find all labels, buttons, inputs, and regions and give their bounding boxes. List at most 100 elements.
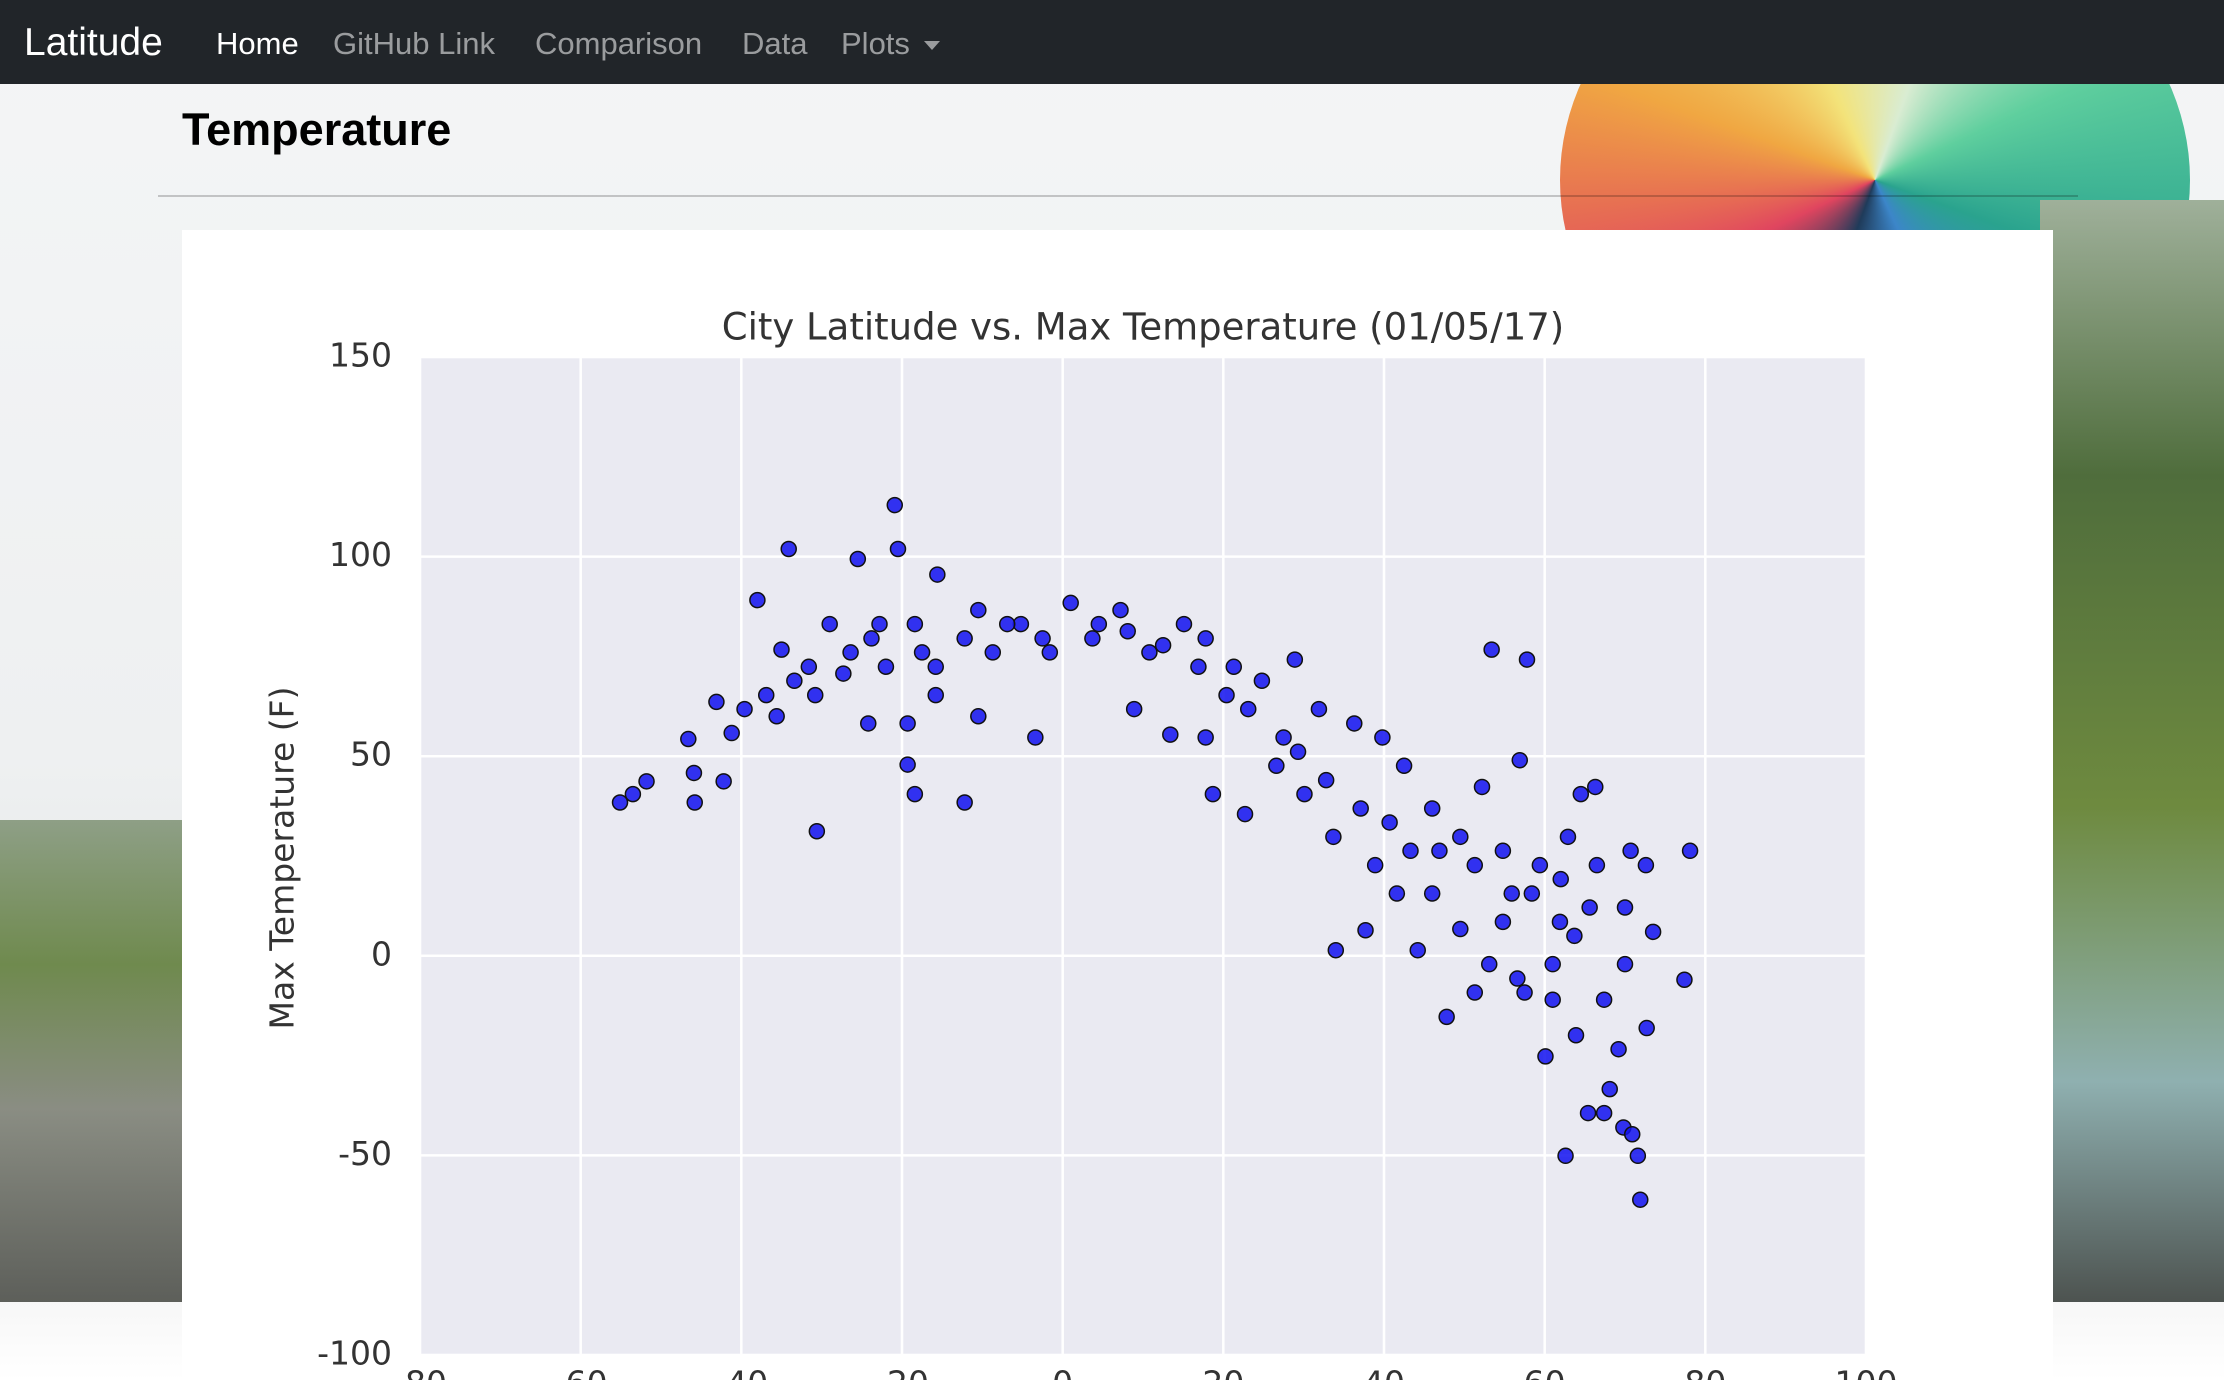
scatter-point (1587, 778, 1604, 796)
scatter-point (1579, 1104, 1597, 1122)
scatter-point (1084, 630, 1101, 647)
scatter-point (1595, 991, 1613, 1008)
nav-link[interactable]: Home (216, 26, 299, 61)
x-tick-label: 80 (1684, 1364, 1726, 1380)
scatter-point (800, 658, 818, 676)
scatter-point (1034, 630, 1051, 647)
scatter-point (889, 540, 907, 558)
scatter-point (1402, 842, 1419, 860)
scatter-point (1012, 615, 1030, 633)
scatter-point (906, 785, 924, 803)
scatter-point (786, 672, 803, 690)
navbar: Latitude Home GitHub Link Comparison Dat… (0, 0, 2224, 84)
nav-link[interactable]: Data (742, 26, 808, 61)
scatter-point (927, 658, 944, 676)
scatter-point (680, 730, 697, 748)
scatter-point (749, 591, 766, 609)
y-tick-label: -50 (338, 1134, 392, 1173)
scatter-point (708, 693, 725, 711)
scatter-point (1197, 729, 1214, 746)
scatter-point (723, 724, 740, 742)
y-tick-label: 0 (371, 934, 392, 973)
scatter-point (1516, 984, 1533, 1001)
y-tick-label: -100 (317, 1334, 392, 1373)
scatter-point (1218, 686, 1235, 704)
scatter-point (1494, 913, 1512, 931)
scatter-point (1518, 651, 1536, 668)
brand[interactable]: Latitude (24, 21, 163, 64)
nav-link[interactable]: Comparison (535, 26, 703, 61)
scatter-point (1531, 856, 1549, 874)
plot-area (420, 357, 1866, 1355)
dropdown-caret (923, 41, 940, 51)
scatter-point (1325, 828, 1342, 846)
scatter-point (1090, 615, 1108, 633)
scatter-point (1374, 729, 1391, 746)
scatter-point (1681, 842, 1699, 860)
y-tick-label: 150 (329, 336, 392, 375)
scatter-point (899, 756, 916, 773)
scatter-point (757, 686, 775, 704)
background-scenery (2040, 200, 2224, 1302)
x-tick-label: -40 (714, 1364, 768, 1380)
x-tick-label: -60 (554, 1364, 608, 1380)
scatter-point (927, 686, 944, 704)
scatter-point (1409, 941, 1426, 959)
scatter-point (1473, 778, 1491, 796)
scatter-point (1552, 870, 1569, 888)
nav-dropdown[interactable]: Plots (841, 0, 940, 88)
scatter-point (1381, 814, 1398, 831)
scatter-point (1616, 955, 1634, 973)
scatter-point (1112, 601, 1129, 619)
scatter-point (1551, 913, 1569, 931)
scatter-point (1544, 955, 1561, 973)
scatter-point (1494, 842, 1512, 860)
scatter-point (1423, 885, 1441, 902)
scatter-point (1310, 700, 1328, 718)
scatter-point (1566, 927, 1583, 945)
x-tick-label: 100 (1835, 1364, 1898, 1380)
scatter-point (1544, 991, 1561, 1008)
scatter-point (1141, 644, 1158, 661)
scatter-point (821, 615, 838, 633)
scatter-point (1466, 984, 1484, 1001)
scatter-point (1511, 751, 1529, 769)
scatter-point (1162, 726, 1179, 743)
scatter-point (1452, 920, 1469, 938)
scatter-point (998, 615, 1016, 633)
scatter-point (956, 794, 973, 811)
scatter-point (1616, 899, 1634, 916)
scatter-point (886, 496, 904, 514)
scatter-point (1327, 941, 1345, 959)
scatter-point (1503, 885, 1520, 902)
x-tick-label: 60 (1524, 1364, 1566, 1380)
nav-link[interactable]: GitHub Link (333, 26, 495, 61)
scatter-point (1523, 885, 1541, 902)
scatter-point (1595, 1104, 1613, 1122)
scatter-point (1289, 743, 1307, 761)
scatter-point (1357, 922, 1374, 939)
scatter-point (1388, 885, 1406, 902)
scatter-point (1629, 1147, 1647, 1165)
scatter-point (1610, 1040, 1627, 1058)
scatter-point (686, 794, 703, 811)
scatter-point (970, 601, 987, 619)
scatter-point (1366, 856, 1384, 874)
scatter-point (860, 715, 877, 732)
y-axis-label: Max Temperature (F) (263, 687, 302, 1030)
scatter-point (1638, 1019, 1655, 1037)
scatter-point (806, 686, 824, 704)
scatter-point (1253, 672, 1271, 690)
scatter-point (1395, 757, 1413, 775)
scatter-point (1431, 842, 1448, 860)
scatter-point (1480, 955, 1498, 973)
scatter-point (1509, 970, 1526, 987)
chart-title: City Latitude vs. Max Temperature (01/05… (722, 306, 1564, 349)
scatter-point (1346, 715, 1363, 732)
scatter-point (1572, 785, 1590, 803)
scatter-point (1581, 899, 1598, 916)
scatter-point (1268, 757, 1285, 775)
scatter-point (929, 566, 946, 583)
scatter-point (835, 665, 852, 682)
y-tick-label: 50 (350, 735, 392, 774)
